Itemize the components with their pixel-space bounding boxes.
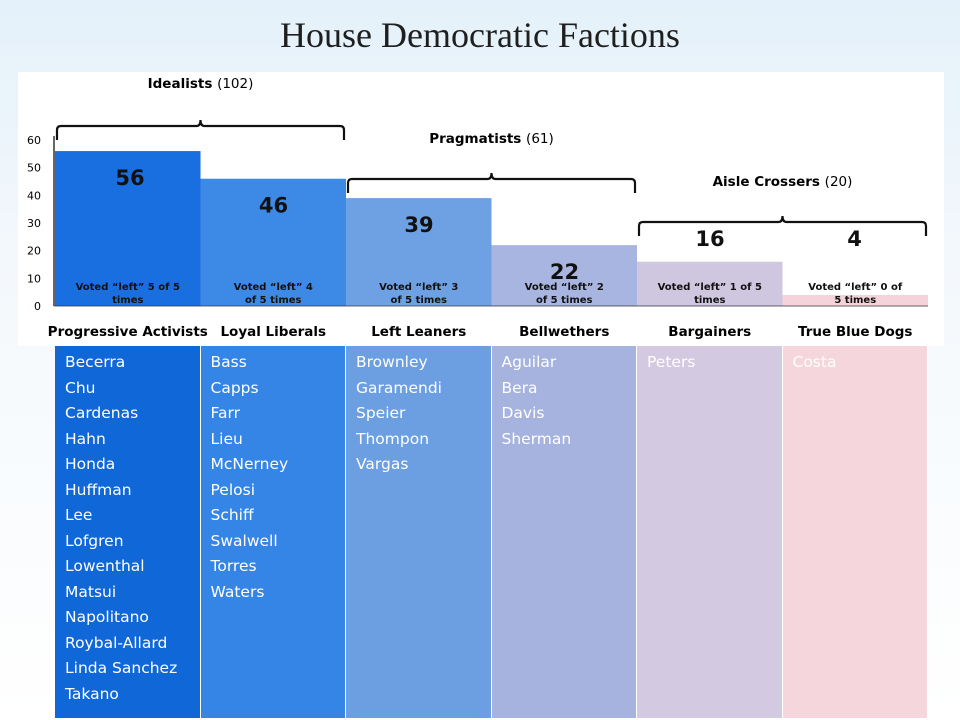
member-name: Lofgren	[65, 531, 124, 550]
member-name: Linda Sanchez	[65, 659, 178, 677]
bar-1	[200, 178, 346, 306]
member-name: Vargas	[356, 455, 409, 473]
vote-note-line1: Voted “left” 0 of	[808, 282, 903, 293]
vote-note-line1: Voted “left” 4	[234, 282, 313, 293]
category-label: Loyal Liberals	[220, 324, 326, 340]
group-name: Pragmatists	[429, 131, 526, 147]
bar-value-label: 56	[115, 166, 144, 190]
members-column: Bass Capps Farr Lieu McNerney Pelosi Schiff Swa…	[200, 346, 346, 718]
vote-note-line2: 5 times	[834, 295, 876, 306]
member-name: Bass	[210, 353, 247, 371]
member-name: Garamendi	[356, 378, 442, 397]
bar-0	[55, 151, 201, 306]
vote-note-line1: Voted “left” 1 of 5	[658, 282, 762, 293]
member-name: Aguilar	[501, 353, 557, 371]
member-name: Speier	[356, 404, 406, 422]
member-name: Davis	[501, 404, 545, 422]
member-name: Napolitano	[65, 608, 149, 626]
member-name: Swalwell	[210, 531, 278, 550]
member-name: Torres	[210, 557, 257, 575]
vote-note-line1: Voted “left” 3	[379, 282, 458, 293]
y-tick-label: 30	[27, 217, 41, 230]
member-name: Waters	[210, 582, 265, 601]
member-name: Bera	[501, 378, 538, 397]
vote-note-line2: of 5 times	[390, 295, 447, 306]
members-column: Costa	[782, 346, 928, 718]
vote-note-line2: times	[112, 295, 143, 306]
member-name: Huffman	[65, 480, 132, 499]
member-name: Costa	[792, 353, 837, 371]
bar-5	[782, 294, 928, 306]
group-name: Aisle Crossers	[713, 174, 825, 190]
member-name: Capps	[210, 378, 259, 397]
group-brace	[55, 119, 346, 140]
member-name: Chu	[65, 378, 96, 397]
members-column: Becerra Chu Cardenas Hahn Honda Huffman Lee Lof…	[55, 346, 201, 718]
y-tick-label: 60	[27, 134, 41, 147]
member-name: Lieu	[210, 429, 243, 448]
vote-note-line1: Voted “left” 5 of 5	[76, 282, 180, 293]
y-tick-label: 40	[27, 189, 41, 202]
category-label: Bellwethers	[519, 324, 609, 340]
member-name: Honda	[65, 455, 116, 473]
vote-note-line1: Voted “left” 2	[525, 282, 604, 293]
chart-panel: 0 10 20 30 40 50 60 56 Voted “left” 5 of 5 times P…	[18, 72, 944, 346]
category-label: Progressive Activists	[48, 324, 208, 340]
member-name: Thompon	[356, 429, 430, 448]
member-name: Pelosi	[210, 480, 256, 499]
group-label: Pragmatists (61)	[429, 131, 554, 147]
bar-4	[637, 261, 783, 306]
member-name: Sherman	[501, 429, 572, 448]
member-name: Becerra	[65, 353, 126, 371]
slide-title: House Democratic Factions	[280, 15, 680, 55]
member-name: Farr	[210, 404, 240, 422]
member-name: Lowenthal	[65, 557, 145, 575]
y-tick-label: 0	[34, 300, 41, 313]
member-name: Lee	[65, 506, 93, 524]
category-label: Bargainers	[668, 324, 751, 340]
group-brace	[637, 215, 928, 236]
category-label: Left Leaners	[371, 324, 466, 340]
group-count: (102)	[217, 76, 253, 92]
bar-value-label: 22	[550, 260, 579, 284]
group-brace	[346, 172, 637, 193]
vote-note-line2: of 5 times	[245, 295, 302, 306]
bar-value-label: 4	[847, 227, 862, 251]
bar-value-label: 46	[259, 194, 288, 218]
group-count: (61)	[526, 131, 554, 147]
faction-bar-chart: 0 10 20 30 40 50 60 56 Voted “left” 5 of 5 times P…	[27, 76, 928, 340]
group-name: Idealists	[148, 76, 217, 92]
member-name: Cardenas	[65, 404, 139, 422]
bar-3	[491, 245, 637, 306]
member-name: Schiff	[210, 506, 254, 524]
member-name: Brownley	[356, 353, 428, 371]
y-tick-label: 20	[27, 245, 41, 258]
category-label: True Blue Dogs	[798, 324, 912, 340]
bar-value-label: 16	[695, 227, 724, 251]
y-tick-label: 50	[27, 162, 41, 175]
group-label: Aisle Crossers (20)	[713, 174, 853, 190]
y-tick-label: 10	[27, 272, 41, 285]
member-name: Roybal-Allard	[65, 633, 168, 652]
members-column: Aguilar Bera Davis Sherman	[491, 346, 637, 718]
bar-value-label: 39	[404, 213, 433, 237]
vote-note-line2: of 5 times	[536, 295, 593, 306]
member-name: McNerney	[210, 455, 289, 473]
member-name: Matsui	[65, 582, 117, 601]
member-name: Peters	[647, 353, 696, 371]
group-label: Idealists (102)	[148, 76, 254, 92]
member-name: Hahn	[65, 429, 106, 448]
vote-note-line2: times	[694, 295, 725, 306]
members-column: Peters	[637, 346, 783, 718]
members-column: Brownley Garamendi Speier Thompon Vargas	[346, 346, 492, 718]
group-count: (20)	[825, 174, 853, 190]
bar-2	[346, 198, 492, 306]
member-name: Takano	[65, 684, 119, 703]
